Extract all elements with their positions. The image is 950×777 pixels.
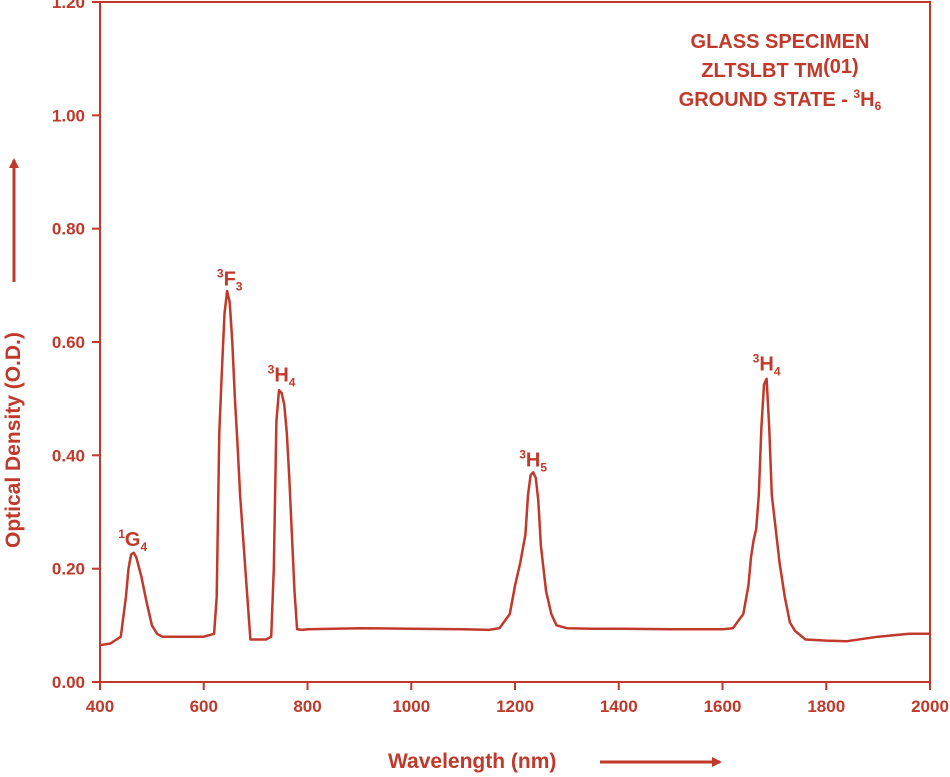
x-axis-ticks: 400 600 800 1000 1200 1400 1600 1800 2000 [86, 682, 949, 716]
specimen-legend: GLASS SPECIMEN ZLTSLBT TM(01) GROUND STA… [679, 31, 882, 113]
y-tick-label: 1.20 [52, 0, 85, 12]
x-tick-label: 2000 [911, 697, 949, 716]
x-tick-label: 1800 [807, 697, 845, 716]
peak-label-letter: G [125, 529, 141, 551]
peak-label-sub: 4 [140, 540, 147, 554]
peak-label-letter: H [274, 365, 288, 387]
legend-line-2-main: ZLTSLBT TM [701, 60, 823, 82]
x-tick-label: 400 [86, 697, 114, 716]
x-tick-label: 1600 [704, 697, 742, 716]
y-tick-label: 0.40 [52, 446, 85, 465]
x-tick-label: 800 [293, 697, 321, 716]
peak-label-sup: 3 [217, 266, 224, 280]
peak-label-sup: 3 [753, 351, 760, 365]
x-tick-label: 1200 [496, 697, 534, 716]
x-tick-label: 1400 [600, 697, 638, 716]
peak-label-h4a: 3H4 [268, 363, 296, 390]
y-tick-label: 0.80 [52, 220, 85, 239]
y-tick-label: 0.00 [52, 673, 85, 692]
legend-line-3-sup: 3 [853, 87, 860, 101]
peak-label-sub: 4 [289, 376, 296, 390]
y-axis-ticks: 0.00 0.20 0.40 0.60 0.80 1.00 1.20 [52, 0, 100, 692]
peak-label-letter: H [759, 353, 773, 375]
peak-label-h5: 3H5 [519, 448, 547, 475]
legend-line-2-suffix: (01) [823, 56, 859, 78]
series-line [99, 289, 930, 647]
peak-label-sub: 4 [774, 364, 781, 378]
x-tick-label: 600 [190, 697, 218, 716]
x-axis-title: Wavelength (nm) [388, 750, 556, 773]
y-tick-label: 0.60 [52, 333, 85, 352]
peak-label-sub: 5 [540, 461, 547, 475]
peak-label-f3: 3F3 [217, 266, 243, 293]
legend-line-1: GLASS SPECIMEN [691, 31, 870, 53]
legend-line-3: GROUND STATE - 3H6 [679, 87, 882, 113]
peak-label-h4b: 3H4 [753, 351, 781, 378]
y-tick-label: 0.20 [52, 560, 85, 579]
peak-label-sup: 3 [519, 448, 526, 462]
x-tick-label: 1000 [392, 697, 430, 716]
y-axis-title: Optical Density (O.D.) [2, 332, 25, 548]
legend-line-3-main: GROUND STATE - [679, 89, 854, 111]
legend-line-2: ZLTSLBT TM(01) [701, 56, 858, 82]
legend-line-3-letter: H [860, 89, 874, 111]
y-tick-label: 1.00 [52, 106, 85, 125]
peak-label-sup: 1 [118, 527, 125, 541]
peak-label-sup: 3 [268, 363, 275, 377]
peak-label-letter: H [526, 450, 540, 472]
peak-label-sub: 3 [236, 279, 243, 293]
peak-label-g4: 1G4 [118, 527, 147, 554]
legend-line-3-sub: 6 [875, 99, 882, 113]
peak-label-letter: F [224, 268, 236, 290]
